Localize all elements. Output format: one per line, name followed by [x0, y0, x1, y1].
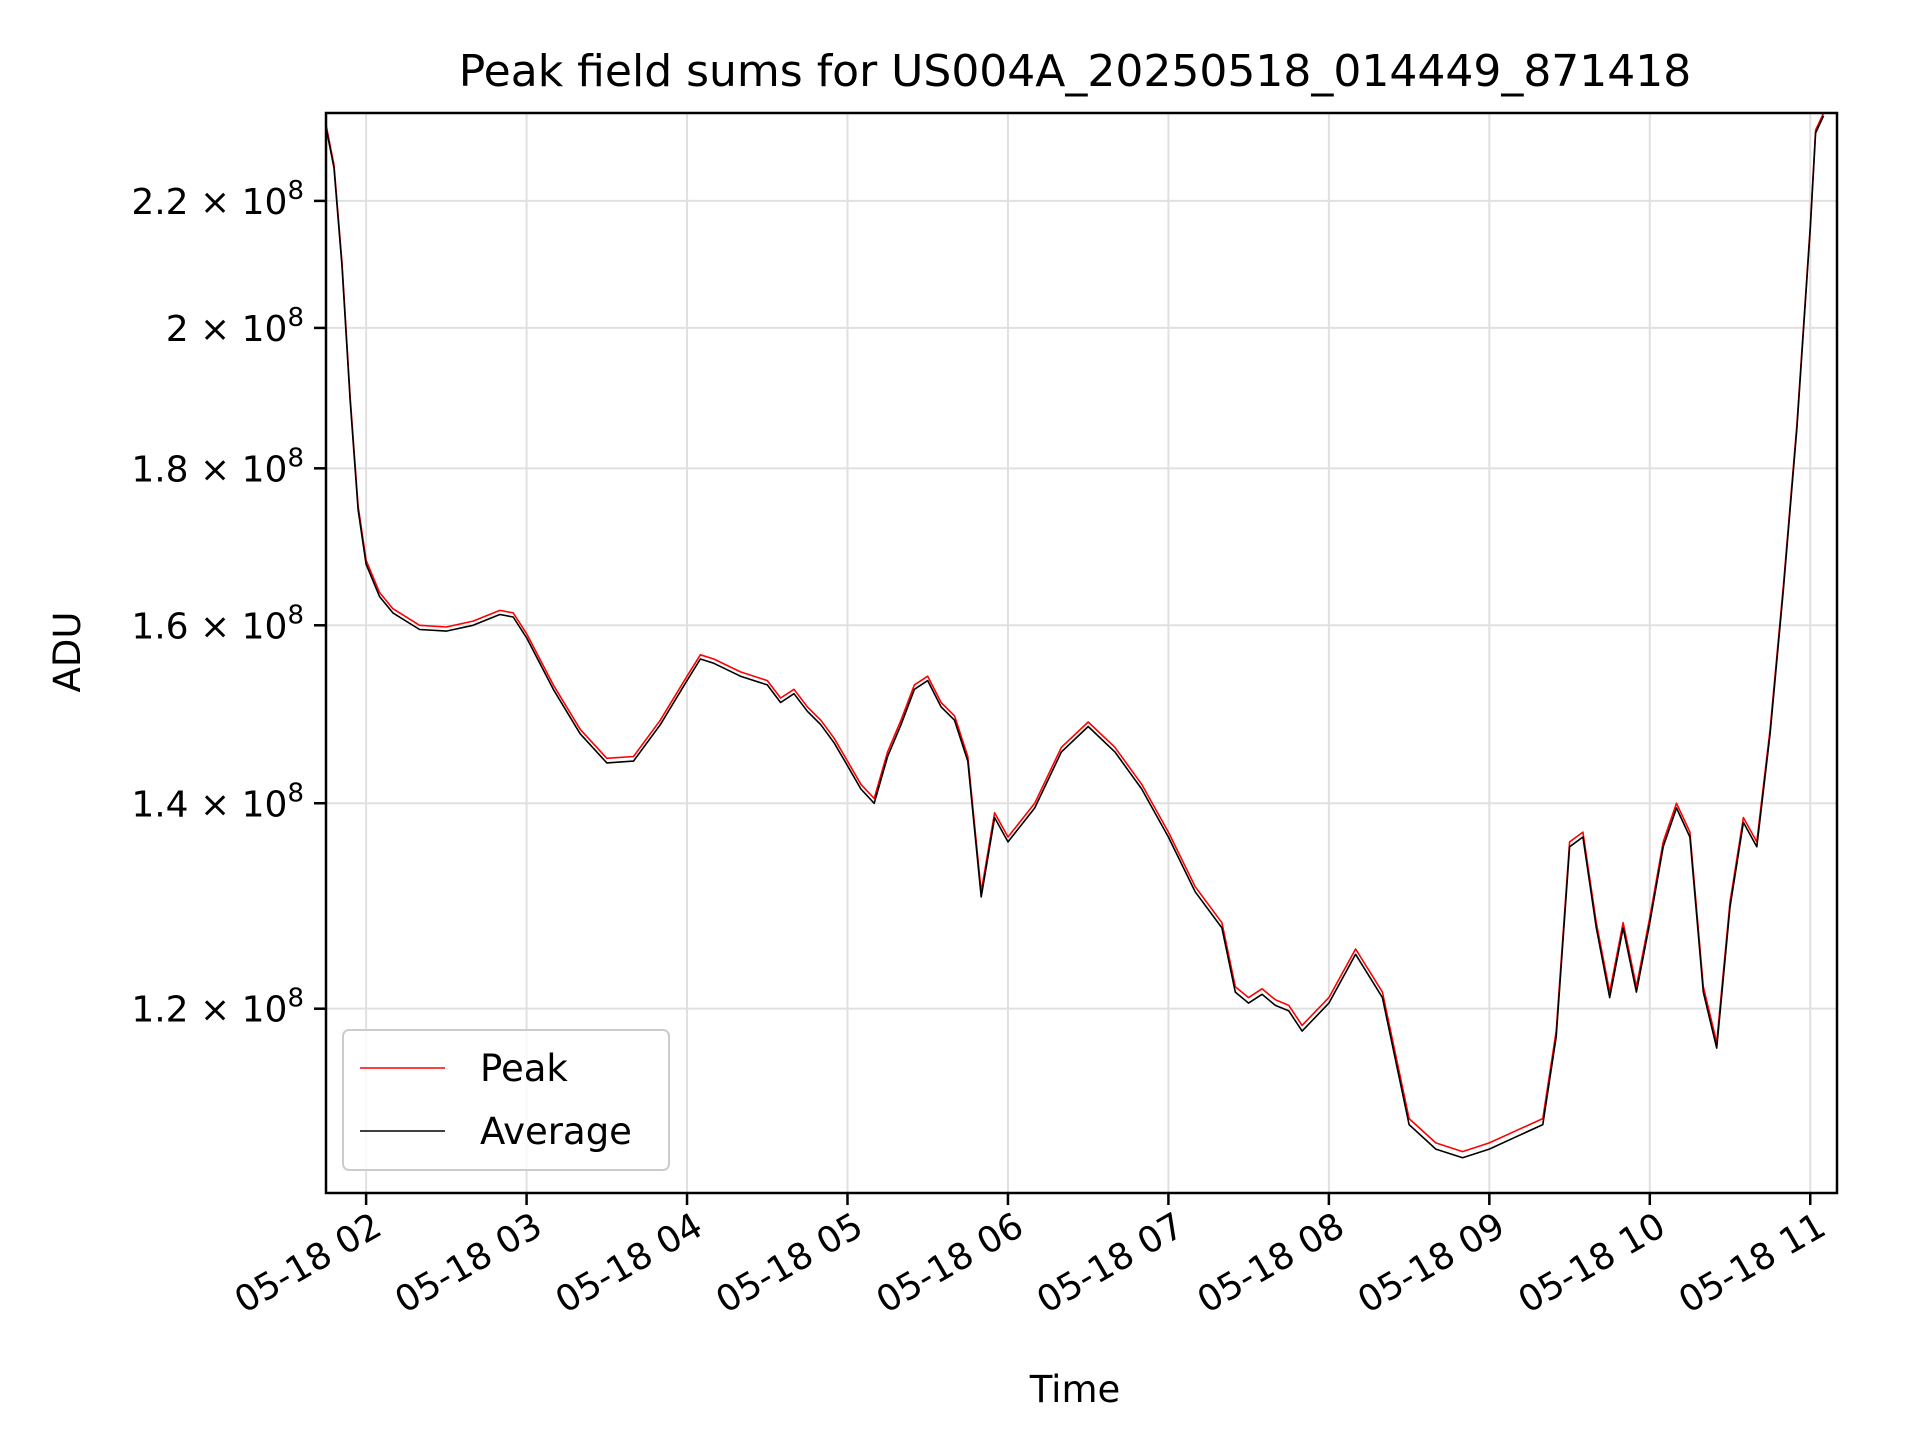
- chart-title: Peak field sums for US004A_20250518_0144…: [459, 46, 1692, 97]
- grid: [326, 113, 1837, 1193]
- series-line-average: [325, 115, 1825, 1159]
- y-tick-label: 1.4 × 108: [131, 778, 304, 825]
- y-axis-label: ADU: [46, 612, 89, 693]
- x-axis-label: Time: [1029, 1368, 1121, 1411]
- plot-area-frame: [324, 111, 1839, 1195]
- y-tick-label: 1.6 × 108: [131, 600, 304, 647]
- legend-label-peak: Peak: [480, 1047, 568, 1090]
- y-tick-label: 1.2 × 108: [131, 984, 304, 1031]
- y-tick-label: 2 × 108: [166, 303, 304, 350]
- legend: Peak Average: [342, 1029, 670, 1171]
- legend-label-average: Average: [480, 1110, 632, 1153]
- legend-box: [342, 1029, 670, 1171]
- y-axis-ticks: 1.2 × 108 1.4 × 108 1.6 × 108 1.8 × 108 2 × …: [131, 176, 326, 1031]
- y-tick-label: 1.8 × 108: [131, 443, 304, 490]
- series-layer: [325, 112, 1825, 1159]
- series-line-peak: [325, 112, 1825, 1153]
- y-tick-label: 2.2 × 108: [131, 176, 304, 223]
